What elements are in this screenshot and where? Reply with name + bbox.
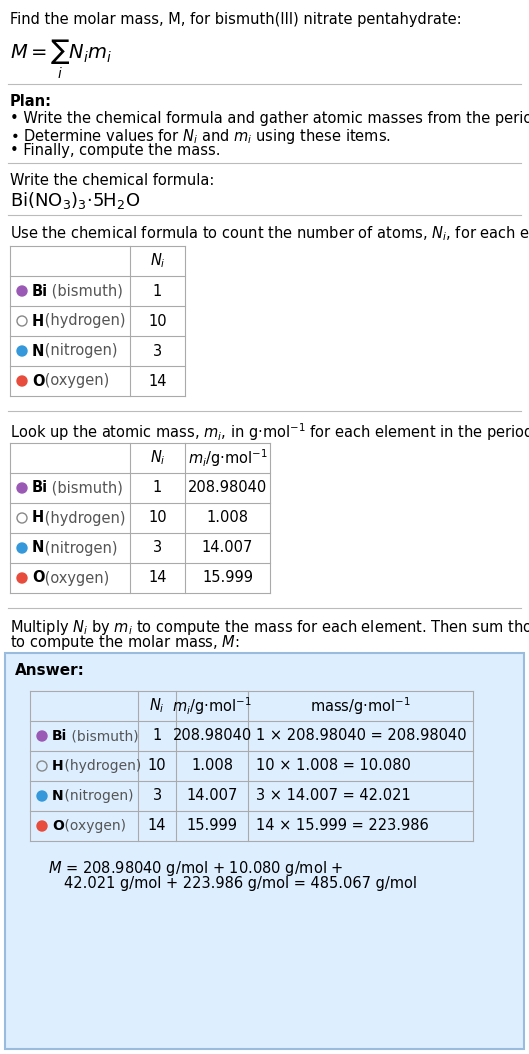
Text: $m_i$/g·mol$^{-1}$: $m_i$/g·mol$^{-1}$ bbox=[188, 447, 268, 469]
Text: (hydrogen): (hydrogen) bbox=[40, 510, 125, 526]
Text: Write the chemical formula:: Write the chemical formula: bbox=[10, 173, 214, 188]
Text: 3 × 14.007 = 42.021: 3 × 14.007 = 42.021 bbox=[256, 788, 411, 803]
Text: 1: 1 bbox=[153, 481, 162, 495]
Text: 1.008: 1.008 bbox=[206, 510, 249, 526]
Text: Bi: Bi bbox=[32, 284, 48, 298]
Text: O: O bbox=[32, 373, 44, 389]
Text: (bismuth): (bismuth) bbox=[47, 284, 123, 298]
Text: 208.98040: 208.98040 bbox=[188, 481, 267, 495]
Circle shape bbox=[17, 543, 27, 553]
Circle shape bbox=[37, 790, 47, 801]
Circle shape bbox=[17, 286, 27, 296]
Circle shape bbox=[17, 483, 27, 493]
Text: $N_i$: $N_i$ bbox=[150, 449, 166, 467]
Text: 1.008: 1.008 bbox=[191, 759, 233, 774]
Text: • Finally, compute the mass.: • Finally, compute the mass. bbox=[10, 143, 221, 158]
Text: O: O bbox=[32, 570, 44, 586]
Text: 1: 1 bbox=[153, 284, 162, 298]
Text: 10: 10 bbox=[148, 313, 167, 329]
Text: H: H bbox=[52, 759, 63, 773]
Text: 10 × 1.008 = 10.080: 10 × 1.008 = 10.080 bbox=[256, 759, 411, 774]
Text: Bi(NO$_3$)$_3$·5H$_2$O: Bi(NO$_3$)$_3$·5H$_2$O bbox=[10, 190, 140, 211]
Text: 208.98040: 208.98040 bbox=[172, 728, 252, 743]
Text: 10: 10 bbox=[148, 510, 167, 526]
Text: N: N bbox=[32, 344, 44, 358]
Text: Bi: Bi bbox=[32, 481, 48, 495]
Text: mass/g·mol$^{-1}$: mass/g·mol$^{-1}$ bbox=[310, 696, 411, 717]
Text: $N_i$: $N_i$ bbox=[149, 697, 165, 716]
Text: Answer:: Answer: bbox=[15, 663, 85, 678]
Text: 42.021 g/mol + 223.986 g/mol = 485.067 g/mol: 42.021 g/mol + 223.986 g/mol = 485.067 g… bbox=[64, 876, 417, 891]
Text: $m_i$/g·mol$^{-1}$: $m_i$/g·mol$^{-1}$ bbox=[172, 696, 252, 717]
Text: 3: 3 bbox=[152, 788, 161, 803]
Circle shape bbox=[17, 376, 27, 386]
Text: (bismuth): (bismuth) bbox=[67, 729, 139, 743]
Text: 14: 14 bbox=[148, 819, 166, 834]
Text: • Determine values for $N_i$ and $m_i$ using these items.: • Determine values for $N_i$ and $m_i$ u… bbox=[10, 126, 391, 147]
Text: (hydrogen): (hydrogen) bbox=[59, 759, 141, 773]
Text: 3: 3 bbox=[153, 541, 162, 555]
Text: Plan:: Plan: bbox=[10, 94, 52, 109]
Text: (oxygen): (oxygen) bbox=[40, 570, 109, 586]
Text: H: H bbox=[32, 510, 44, 526]
Text: Bi: Bi bbox=[52, 729, 67, 743]
Text: 14.007: 14.007 bbox=[202, 541, 253, 555]
Text: (oxygen): (oxygen) bbox=[59, 819, 125, 833]
FancyBboxPatch shape bbox=[5, 653, 524, 1049]
Text: 1: 1 bbox=[152, 728, 162, 743]
Text: 15.999: 15.999 bbox=[187, 819, 238, 834]
Text: N: N bbox=[32, 541, 44, 555]
Text: Find the molar mass, M, for bismuth(III) nitrate pentahydrate:: Find the molar mass, M, for bismuth(III)… bbox=[10, 12, 462, 27]
Text: • Write the chemical formula and gather atomic masses from the periodic table.: • Write the chemical formula and gather … bbox=[10, 111, 529, 126]
Text: Use the chemical formula to count the number of atoms, $N_i$, for each element:: Use the chemical formula to count the nu… bbox=[10, 225, 529, 242]
Text: 15.999: 15.999 bbox=[202, 570, 253, 586]
Circle shape bbox=[17, 573, 27, 583]
Text: $M$ = 208.98040 g/mol + 10.080 g/mol +: $M$ = 208.98040 g/mol + 10.080 g/mol + bbox=[48, 859, 343, 878]
Text: (nitrogen): (nitrogen) bbox=[40, 344, 117, 358]
Text: $N_i$: $N_i$ bbox=[150, 252, 166, 270]
Text: Look up the atomic mass, $m_i$, in g·mol$^{-1}$ for each element in the periodic: Look up the atomic mass, $m_i$, in g·mol… bbox=[10, 421, 529, 443]
Text: 3: 3 bbox=[153, 344, 162, 358]
Text: 14 × 15.999 = 223.986: 14 × 15.999 = 223.986 bbox=[256, 819, 428, 834]
Text: O: O bbox=[52, 819, 64, 833]
Circle shape bbox=[37, 821, 47, 831]
Text: (nitrogen): (nitrogen) bbox=[59, 789, 133, 803]
Text: (hydrogen): (hydrogen) bbox=[40, 313, 125, 329]
Text: (bismuth): (bismuth) bbox=[47, 481, 123, 495]
Text: 10: 10 bbox=[148, 759, 166, 774]
Text: N: N bbox=[52, 789, 63, 803]
Text: H: H bbox=[32, 313, 44, 329]
Text: Multiply $N_i$ by $m_i$ to compute the mass for each element. Then sum those val: Multiply $N_i$ by $m_i$ to compute the m… bbox=[10, 618, 529, 637]
Text: 14.007: 14.007 bbox=[186, 788, 238, 803]
Text: to compute the molar mass, $M$:: to compute the molar mass, $M$: bbox=[10, 633, 240, 652]
Text: 14: 14 bbox=[148, 570, 167, 586]
Text: (nitrogen): (nitrogen) bbox=[40, 541, 117, 555]
Text: 14: 14 bbox=[148, 373, 167, 389]
Text: 1 × 208.98040 = 208.98040: 1 × 208.98040 = 208.98040 bbox=[256, 728, 467, 743]
Text: (oxygen): (oxygen) bbox=[40, 373, 109, 389]
Text: $M = \sum_i N_i m_i$: $M = \sum_i N_i m_i$ bbox=[10, 38, 112, 81]
Circle shape bbox=[17, 346, 27, 356]
Circle shape bbox=[37, 731, 47, 741]
